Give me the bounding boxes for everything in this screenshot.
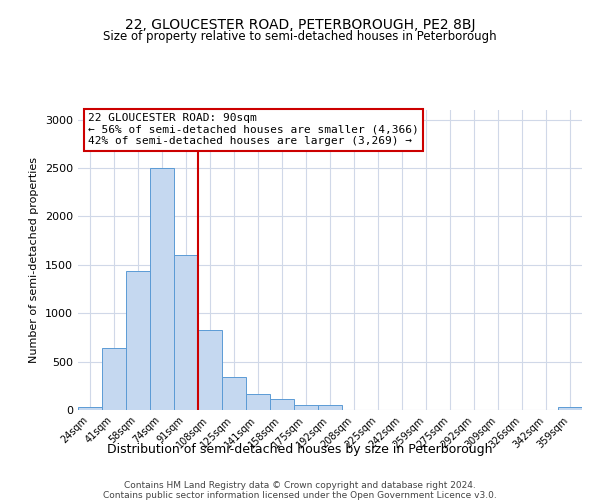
Bar xyxy=(318,405,342,410)
Bar xyxy=(294,405,318,410)
Y-axis label: Number of semi-detached properties: Number of semi-detached properties xyxy=(29,157,40,363)
Text: Size of property relative to semi-detached houses in Peterborough: Size of property relative to semi-detach… xyxy=(103,30,497,43)
Bar xyxy=(558,407,582,410)
Text: 22, GLOUCESTER ROAD, PETERBOROUGH, PE2 8BJ: 22, GLOUCESTER ROAD, PETERBOROUGH, PE2 8… xyxy=(125,18,475,32)
Bar xyxy=(78,407,102,410)
Bar xyxy=(270,399,294,410)
Text: 22 GLOUCESTER ROAD: 90sqm
← 56% of semi-detached houses are smaller (4,366)
42% : 22 GLOUCESTER ROAD: 90sqm ← 56% of semi-… xyxy=(88,113,419,146)
Bar xyxy=(198,330,222,410)
Bar xyxy=(126,270,150,410)
Bar xyxy=(174,255,198,410)
Bar xyxy=(222,377,246,410)
Bar xyxy=(150,168,174,410)
Text: Distribution of semi-detached houses by size in Peterborough: Distribution of semi-detached houses by … xyxy=(107,442,493,456)
Bar xyxy=(246,394,270,410)
Bar xyxy=(102,348,126,410)
Text: Contains public sector information licensed under the Open Government Licence v3: Contains public sector information licen… xyxy=(103,491,497,500)
Text: Contains HM Land Registry data © Crown copyright and database right 2024.: Contains HM Land Registry data © Crown c… xyxy=(124,481,476,490)
